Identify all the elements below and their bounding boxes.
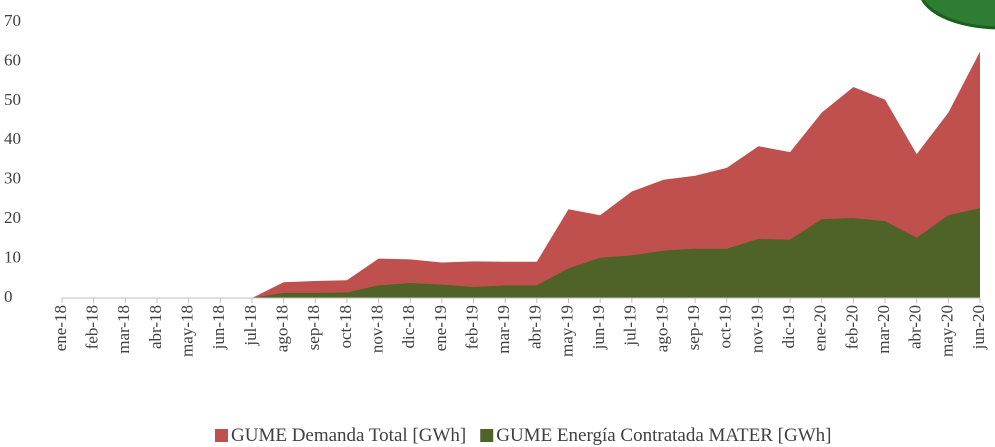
x-tick-label: abr-20 bbox=[906, 305, 925, 349]
x-tick-label: jun-20 bbox=[969, 305, 988, 350]
x-tick-label: mar-19 bbox=[494, 305, 513, 354]
x-tick-label: ago-19 bbox=[652, 305, 671, 352]
x-tick-label: jun-19 bbox=[589, 305, 608, 350]
x-tick-label: oct-19 bbox=[716, 305, 735, 348]
legend-swatch bbox=[480, 429, 494, 442]
x-tick-label: feb-20 bbox=[842, 305, 861, 349]
x-tick-label: may-18 bbox=[178, 305, 197, 357]
y-tick-label: 0 bbox=[4, 287, 13, 306]
decoration bbox=[921, 0, 995, 30]
x-tick-label: nov-18 bbox=[367, 305, 386, 353]
y-tick-label: 20 bbox=[4, 208, 21, 227]
x-tick-label: dic-18 bbox=[399, 305, 418, 348]
y-tick-label: 60 bbox=[4, 50, 21, 69]
x-tick-label: abr-18 bbox=[146, 305, 165, 349]
x-tick-label: sep-18 bbox=[304, 305, 323, 350]
x-tick-label: may-19 bbox=[557, 305, 576, 357]
y-tick-label: 50 bbox=[4, 90, 21, 109]
x-tick-label: mar-18 bbox=[114, 305, 133, 354]
x-tick-label: sep-19 bbox=[684, 305, 703, 350]
x-tick-label: ene-20 bbox=[811, 305, 830, 351]
y-tick-label: 70 bbox=[4, 11, 21, 30]
x-tick-label: ene-18 bbox=[51, 305, 70, 351]
area bbox=[251, 208, 980, 298]
x-tick-label: oct-18 bbox=[336, 305, 355, 348]
x-tick-label: jul-19 bbox=[621, 305, 640, 347]
x-tick-label: abr-19 bbox=[526, 305, 545, 349]
x-tick-label: feb-19 bbox=[462, 305, 481, 349]
x-tick-label: mar-20 bbox=[874, 305, 893, 354]
legend-label: GUME Demanda Total [GWh] bbox=[231, 425, 466, 446]
y-tick-label: 10 bbox=[4, 247, 21, 266]
x-tick-label: jul-18 bbox=[241, 305, 260, 347]
x-tick-label: ago-18 bbox=[272, 305, 291, 352]
x-tick-label: nov-19 bbox=[747, 305, 766, 353]
x-tick-label: ene-19 bbox=[431, 305, 450, 351]
y-tick-label: 30 bbox=[4, 169, 21, 188]
x-tick-label: may-20 bbox=[937, 305, 956, 357]
y-tick-label: 40 bbox=[4, 129, 21, 148]
legend-swatch bbox=[215, 429, 228, 442]
x-tick-label: jun-18 bbox=[209, 305, 228, 350]
x-tick-label: dic-19 bbox=[779, 305, 798, 348]
legend-label: GUME Energía Contratada MATER [GWh] bbox=[496, 425, 831, 446]
x-tick-label: feb-18 bbox=[83, 305, 102, 349]
